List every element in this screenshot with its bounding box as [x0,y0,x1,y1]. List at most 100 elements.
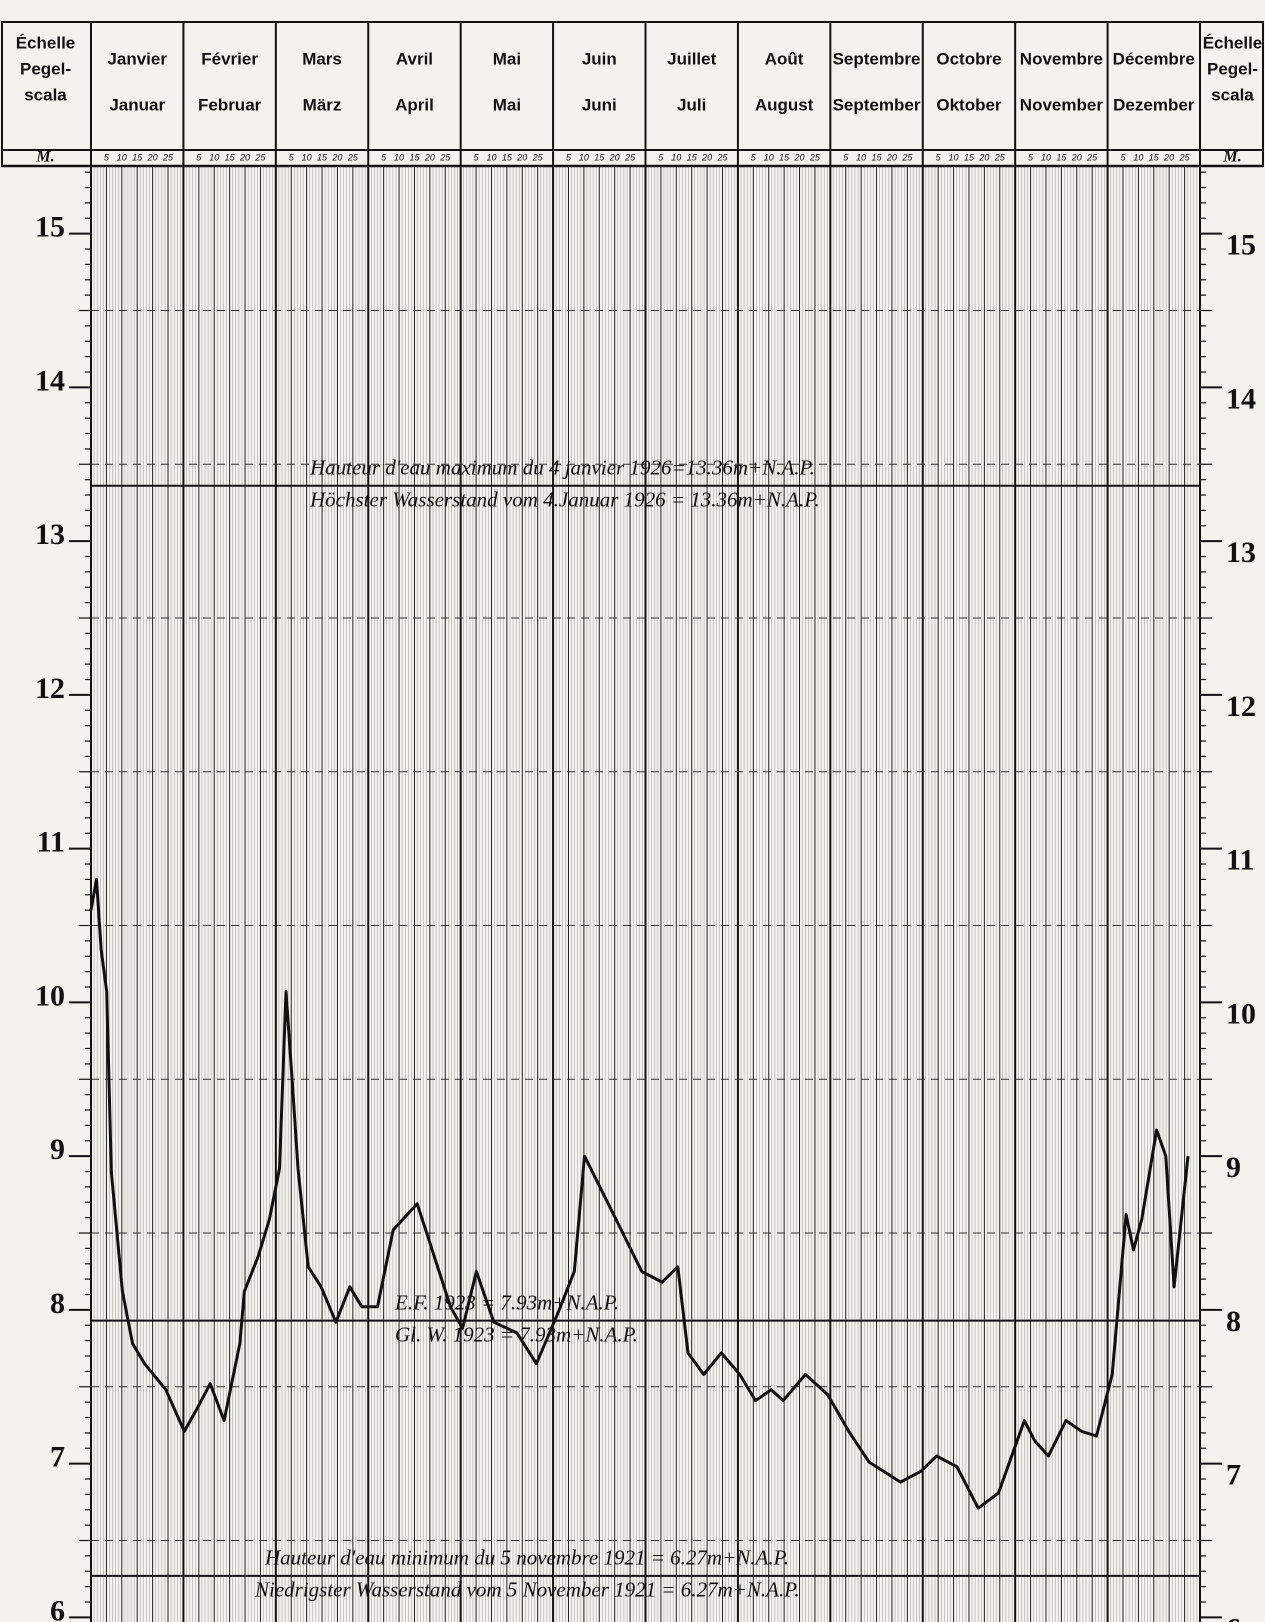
month-de: Dezember [1113,95,1195,114]
day-tick-label: 15 [317,152,328,162]
y-tick-label: 15 [1226,229,1256,262]
y-tick-label: 10 [1226,997,1256,1030]
day-tick-label: 5 [289,152,295,162]
y-unit: M. [1222,149,1241,166]
day-tick-label: 25 [1179,152,1191,162]
day-tick-label: 15 [687,152,698,162]
day-tick-label: 5 [566,152,572,162]
y-tick-label: 6 [1226,1612,1241,1622]
day-tick-label: 5 [1120,152,1126,162]
month-de: Februar [198,95,262,114]
month-de: Mai [493,95,521,114]
day-tick-label: 5 [474,152,480,162]
y-tick-label: 11 [37,826,65,859]
day-tick-label: 15 [872,152,883,162]
month-de: Juli [677,95,706,114]
day-tick-label: 10 [949,152,959,162]
month-fr: Mars [302,49,342,68]
month-de: September [833,95,921,114]
month-fr: Avril [396,49,433,68]
day-tick-label: 15 [1149,152,1160,162]
y-axis-label: scala [24,85,67,104]
day-tick-label: 10 [579,152,589,162]
month-fr: Août [765,49,804,68]
day-tick-label: 25 [809,152,821,162]
day-tick-label: 10 [209,152,219,162]
day-tick-label: 20 [1163,152,1174,162]
y-axis-label: scala [1211,85,1254,104]
day-tick-label: 5 [381,152,387,162]
day-tick-label: 10 [764,152,774,162]
day-tick-label: 5 [843,152,849,162]
y-tick-label: 6 [50,1594,65,1622]
day-tick-label: 5 [196,152,202,162]
day-tick-label: 20 [424,152,435,162]
reference-label: Hauteur d'eau minimum du 5 novembre 1921… [264,1546,789,1570]
y-tick-label: 9 [50,1133,65,1166]
day-tick-label: 25 [532,152,544,162]
day-tick-label: 20 [239,152,250,162]
day-tick-label: 10 [856,152,866,162]
y-tick-label: 14 [1226,382,1256,415]
grid: 6 6 7 7 8 8 9 9 10 10 11 11 12 12 13 13 14 14 15 15 [35,22,1256,1622]
day-tick-label: 25 [994,152,1006,162]
day-tick-label: 20 [1071,152,1082,162]
month-fr: Mai [493,49,521,68]
y-tick-label: 15 [35,211,65,244]
y-axis-label: Pegel- [20,59,71,78]
y-tick-label: 9 [1226,1151,1241,1184]
month-de: November [1020,95,1104,114]
day-tick-label: 10 [671,152,681,162]
y-tick-label: 8 [50,1287,65,1320]
y-axis-label: Échelle [16,33,76,52]
y-tick-label: 13 [1226,536,1256,569]
month-fr: Novembre [1020,49,1103,68]
month-de: März [303,95,342,114]
day-tick-label: 10 [117,152,127,162]
y-tick-label: 13 [35,518,65,551]
day-tick-label: 20 [516,152,527,162]
month-de: Oktober [936,95,1002,114]
month-fr: Septembre [833,49,921,68]
y-tick-label: 11 [1226,844,1254,877]
day-tick-label: 15 [779,152,790,162]
day-tick-label: 20 [147,152,158,162]
day-tick-label: 10 [394,152,404,162]
day-tick-label: 5 [658,152,664,162]
day-tick-label: 20 [331,152,342,162]
y-tick-label: 12 [1226,690,1256,723]
day-tick-label: 15 [225,152,236,162]
day-tick-label: 15 [502,152,513,162]
y-unit: M. [35,149,54,166]
day-tick-label: 15 [409,152,420,162]
month-fr: Février [201,49,258,68]
day-tick-label: 25 [1086,152,1098,162]
day-tick-label: 10 [1041,152,1051,162]
day-tick-label: 20 [886,152,897,162]
day-tick-label: 10 [1133,152,1143,162]
month-de: Januar [109,95,165,114]
month-fr: Juin [582,49,617,68]
day-tick-label: 10 [486,152,496,162]
day-tick-label: 5 [104,152,110,162]
day-tick-label: 15 [594,152,605,162]
day-tick-label: 25 [901,152,913,162]
y-tick-label: 10 [35,979,65,1012]
y-tick-label: 14 [35,364,65,397]
day-tick-label: 10 [302,152,312,162]
day-tick-label: 20 [978,152,989,162]
day-tick-label: 20 [609,152,620,162]
day-tick-label: 25 [254,152,266,162]
day-tick-label: 5 [1028,152,1034,162]
day-tick-label: 20 [794,152,805,162]
day-tick-label: 15 [1056,152,1067,162]
reference-label: E.F. 1923 = 7.93m+N.A.P. [394,1290,619,1314]
day-tick-label: 5 [751,152,757,162]
month-fr: Octobre [936,49,1001,68]
y-tick-label: 7 [1226,1459,1241,1492]
day-tick-label: 25 [717,152,729,162]
reference-label: Hauteur d'eau maximum du 4 janvier 1926=… [309,456,815,480]
day-tick-label: 25 [347,152,359,162]
reference-label: Niedrigster Wasserstand vom 5 November 1… [254,1578,800,1602]
